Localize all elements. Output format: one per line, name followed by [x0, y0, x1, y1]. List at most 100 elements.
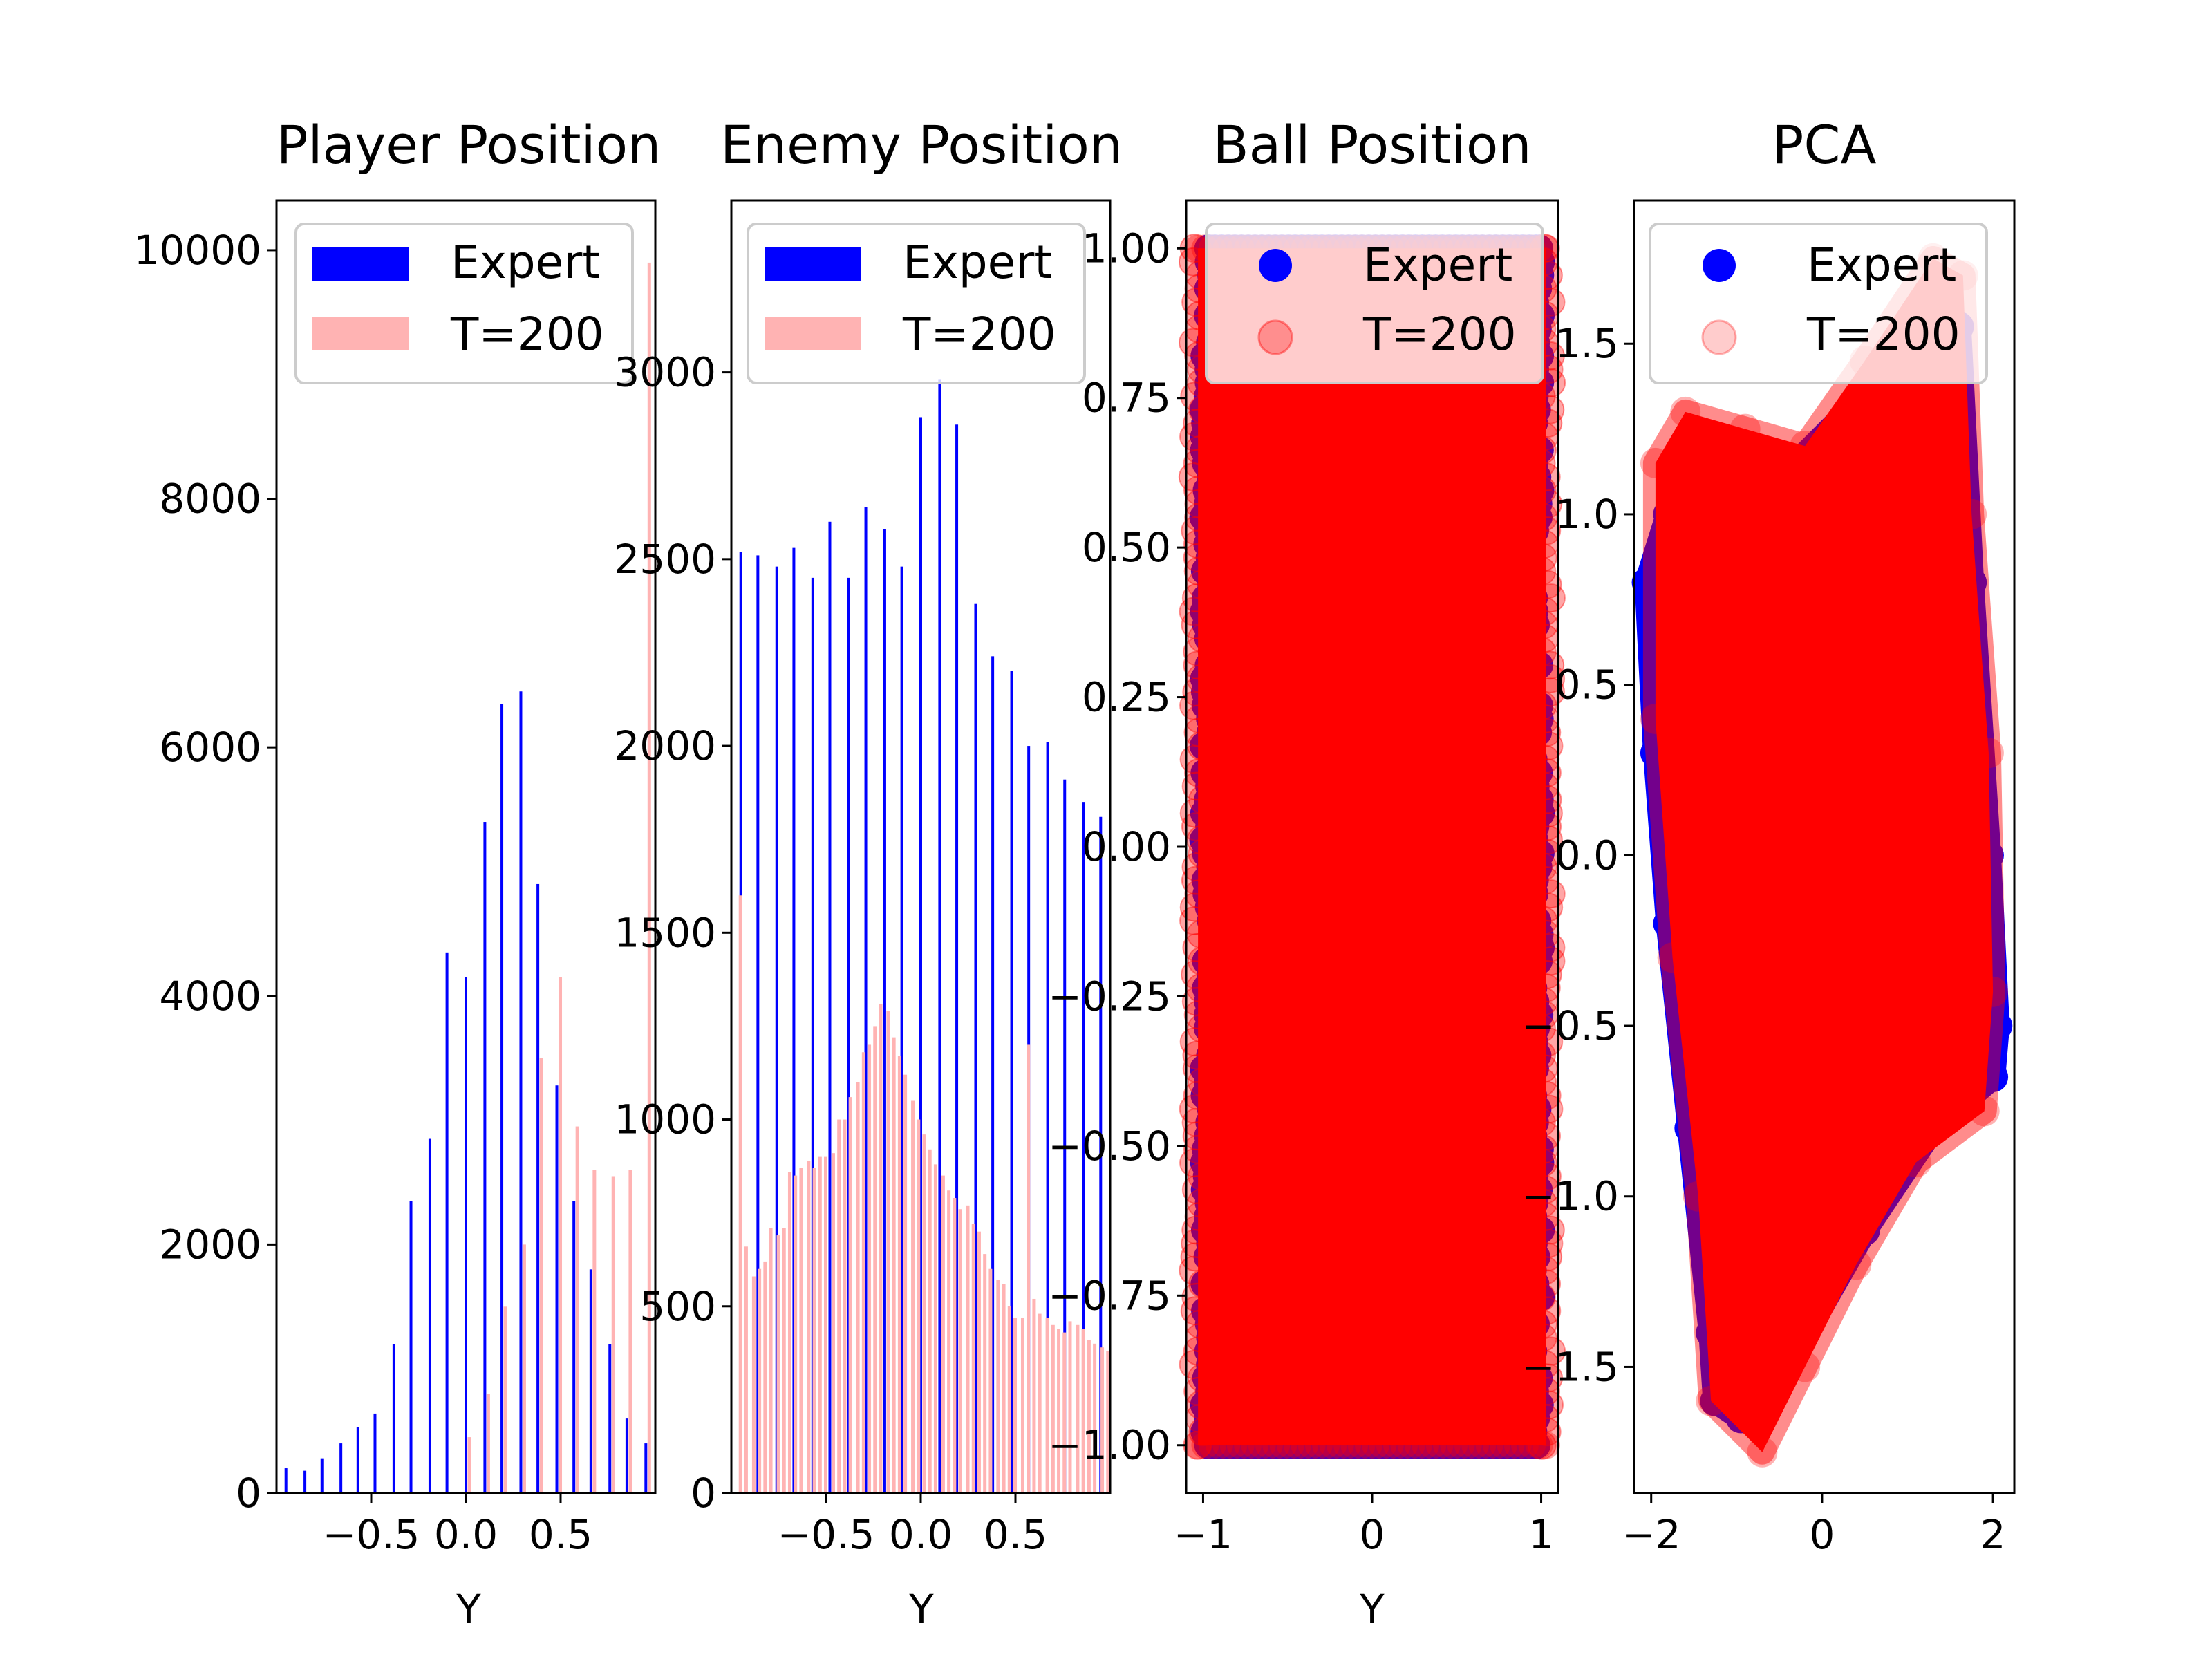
x-tick-label: 0	[1809, 1511, 1835, 1558]
bar-t200	[575, 1126, 579, 1493]
scatter-point-t200	[1347, 1431, 1376, 1459]
scatter-point-t200	[1527, 476, 1557, 505]
scatter-point-t200	[1182, 1121, 1212, 1151]
bar-t200	[628, 1170, 632, 1493]
scatter-point-t200	[1179, 744, 1209, 774]
scatter-point-t200	[1182, 1054, 1212, 1084]
bar-t200	[1057, 1329, 1061, 1493]
scatter-point-t200	[1640, 447, 1671, 478]
bar-t200	[1062, 1332, 1067, 1493]
scatter-point-t200	[1425, 1431, 1454, 1459]
x-tick-label: 0.5	[529, 1511, 592, 1558]
bar-t200	[861, 1052, 865, 1493]
scatter-point-t200	[1362, 1431, 1390, 1459]
bar-t200	[953, 1198, 957, 1493]
bar-t200	[592, 1170, 597, 1493]
scatter-point-t200	[1528, 691, 1557, 720]
bar-expert	[555, 1085, 559, 1493]
bar-t200	[1002, 1284, 1006, 1493]
scatter-point-t200	[1187, 1067, 1217, 1097]
bar-expert	[373, 1413, 377, 1493]
bar-t200	[818, 1156, 822, 1493]
bar-t200	[917, 1119, 921, 1493]
bar-t200	[787, 1172, 791, 1493]
scatter-point-t200	[1532, 1296, 1562, 1326]
scatter-point-t200	[1369, 1431, 1397, 1459]
x-tick-label: 2	[1980, 1511, 2006, 1558]
bar-expert	[303, 1470, 307, 1493]
y-tick-label: −1.00	[1048, 1422, 1171, 1469]
scatter-point-t200	[1181, 1107, 1211, 1137]
scatter-point-t200	[1533, 489, 1563, 518]
scatter-point-t200	[1532, 516, 1562, 545]
scatter-point-t200	[1532, 718, 1562, 747]
bar-t200	[911, 1100, 915, 1493]
scatter-point-t200	[1528, 1067, 1557, 1097]
scatter-point-t200	[1790, 431, 1821, 462]
bar-t200	[837, 1119, 841, 1493]
scatter-point-t200	[1900, 1147, 1931, 1178]
y-tick-label: 0.5	[1555, 662, 1619, 709]
pca-legend: Expert T=200	[1649, 223, 1988, 384]
scatter-point-t200	[1533, 812, 1562, 841]
scatter-point-t200	[1526, 1013, 1556, 1043]
bar-t200	[503, 1306, 507, 1493]
x-tick-label: 0.0	[434, 1511, 498, 1558]
scatter-point-t200	[1841, 1249, 1872, 1280]
bar-t200	[1007, 1306, 1011, 1493]
scatter-point-t200	[1182, 1040, 1212, 1070]
bar-t200	[843, 1119, 847, 1493]
scatter-point-t200	[1181, 986, 1211, 1016]
scatter-point-t200	[1333, 1431, 1362, 1459]
scatter-point-t200	[1181, 771, 1211, 801]
scatter-point-t200	[1212, 1431, 1241, 1459]
legend-label-t200: T=200	[1362, 308, 1517, 361]
scatter-point-t200	[1291, 1431, 1319, 1459]
scatter-point-t200	[1184, 879, 1214, 909]
x-tick-label: −0.5	[323, 1511, 420, 1558]
scatter-point-t200	[1255, 1431, 1283, 1459]
scatter-point-t200	[1181, 812, 1210, 841]
scatter-point-t200	[1535, 650, 1565, 680]
enemy-position-title: Enemy Position	[720, 114, 1123, 176]
scatter-point-t200	[1182, 932, 1212, 962]
y-tick-label: 500	[639, 1283, 716, 1330]
scatter-point-expert	[1631, 567, 1662, 598]
bar-t200	[1068, 1321, 1072, 1493]
bar-t200	[879, 1003, 883, 1493]
bar-t200	[1093, 1343, 1097, 1493]
scatter-point-t200	[1183, 476, 1212, 505]
bar-t200	[983, 1254, 987, 1493]
scatter-point-t200	[1188, 395, 1217, 424]
scatter-point-t200	[1528, 1188, 1558, 1218]
legend-label-t200: T=200	[450, 308, 604, 361]
y-tick-label: −0.75	[1048, 1272, 1171, 1319]
bar-t200	[966, 1205, 970, 1493]
legend-label-expert: Expert	[451, 236, 600, 289]
scatter-point-t200	[1475, 1431, 1503, 1459]
scatter-point-t200	[1319, 1431, 1347, 1459]
legend-label-t200: T=200	[902, 308, 1056, 361]
scatter-point-t200	[1181, 1175, 1211, 1205]
bar-t200	[1045, 1317, 1049, 1493]
bar-t200	[1013, 1317, 1018, 1493]
y-tick-label: 2000	[614, 722, 716, 769]
x-tick-label: −2	[1622, 1511, 1681, 1558]
scatter-point-t200	[1530, 1175, 1560, 1205]
y-tick-label: 0.75	[1082, 375, 1171, 422]
scatter-point-t200	[1533, 785, 1562, 814]
y-tick-label: 0.50	[1082, 524, 1171, 571]
bar-expert	[847, 577, 850, 1493]
scatter-point-t200	[1533, 409, 1563, 438]
scatter-point-t200	[1527, 637, 1557, 666]
bar-expert	[356, 1427, 359, 1493]
scatter-point-t200	[1534, 1094, 1564, 1124]
bar-t200	[1020, 1317, 1024, 1493]
bar-expert	[991, 656, 995, 1493]
bar-t200	[539, 1058, 543, 1493]
scatter-point-t200	[1183, 1080, 1212, 1110]
bars-group	[284, 262, 651, 1494]
scatter-point-t200	[1248, 1431, 1276, 1459]
scatter-point-t200	[1183, 718, 1213, 747]
